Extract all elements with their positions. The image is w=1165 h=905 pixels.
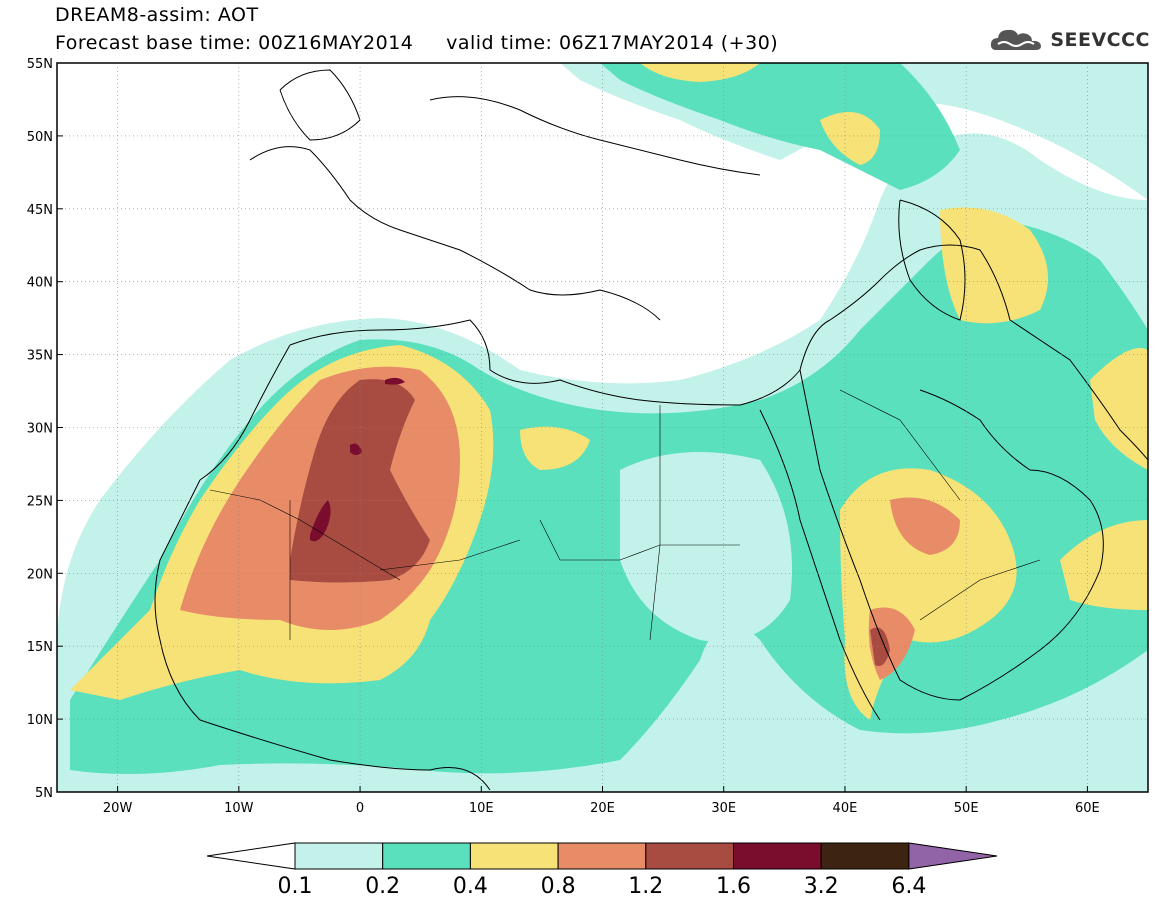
legend-label: 3.2 bbox=[804, 874, 839, 899]
legend-swatch bbox=[557, 842, 647, 870]
legend-swatch bbox=[294, 842, 384, 870]
graticule bbox=[57, 63, 1148, 792]
lon-tick-label: 20E bbox=[590, 801, 615, 816]
legend-label: 1.6 bbox=[716, 874, 751, 899]
legend-swatch bbox=[733, 842, 822, 870]
legend-swatch bbox=[382, 842, 471, 870]
lat-tick-label: 40N bbox=[27, 276, 53, 291]
legend-label: 1.2 bbox=[628, 874, 663, 899]
coastlines bbox=[154, 69, 1148, 791]
legend-label: 6.4 bbox=[891, 874, 926, 899]
lon-tick-label: 0 bbox=[356, 801, 364, 816]
lat-tick-label: 5N bbox=[35, 786, 53, 801]
lon-tick-label: 40E bbox=[833, 801, 858, 816]
map-title: DREAM8-assim: AOT bbox=[55, 4, 259, 26]
legend-swatch bbox=[645, 842, 734, 870]
cloud-logo-icon bbox=[991, 29, 1042, 50]
longitude-labels: 20W 10W 0 10E 20E 30E 40E 50E 60E bbox=[103, 801, 1100, 816]
legend-label: 0.1 bbox=[278, 874, 313, 899]
lon-tick-label: 20W bbox=[103, 801, 133, 816]
lat-tick-label: 10N bbox=[27, 713, 53, 728]
legend-swatch bbox=[469, 842, 559, 870]
lat-tick-label: 15N bbox=[27, 640, 53, 655]
lon-tick-label: 30E bbox=[711, 801, 736, 816]
lat-tick-label: 50N bbox=[27, 130, 53, 145]
lat-tick-label: 35N bbox=[27, 349, 53, 364]
legend-label: 0.4 bbox=[453, 874, 488, 899]
legend-swatch bbox=[820, 842, 910, 870]
lon-tick-label: 10W bbox=[224, 801, 254, 816]
country-borders bbox=[209, 389, 1041, 641]
axis-ticks bbox=[57, 62, 1088, 793]
legend-label: 0.8 bbox=[541, 874, 576, 899]
lat-tick-label: 45N bbox=[27, 203, 53, 218]
lon-tick-label: 10E bbox=[469, 801, 494, 816]
lat-tick-label: 55N bbox=[27, 57, 53, 72]
forecast-time-line: Forecast base time: 00Z16MAY2014 valid t… bbox=[55, 32, 779, 54]
lat-tick-label: 20N bbox=[27, 567, 53, 582]
seevccc-logo: SEEVCCC bbox=[990, 26, 1150, 54]
lon-tick-label: 50E bbox=[954, 801, 979, 816]
lon-tick-label: 60E bbox=[1075, 801, 1100, 816]
logo-text: SEEVCCC bbox=[1050, 29, 1150, 51]
lat-tick-label: 30N bbox=[27, 422, 53, 437]
latitude-labels: 5N 10N 15N 20N 25N 30N 35N 40N 45N 50N 55N bbox=[27, 57, 53, 801]
legend-label: 0.2 bbox=[365, 874, 400, 899]
legend-upper-arrow bbox=[908, 842, 998, 870]
legend-lower-arrow bbox=[206, 842, 296, 870]
lat-tick-label: 25N bbox=[27, 494, 53, 509]
